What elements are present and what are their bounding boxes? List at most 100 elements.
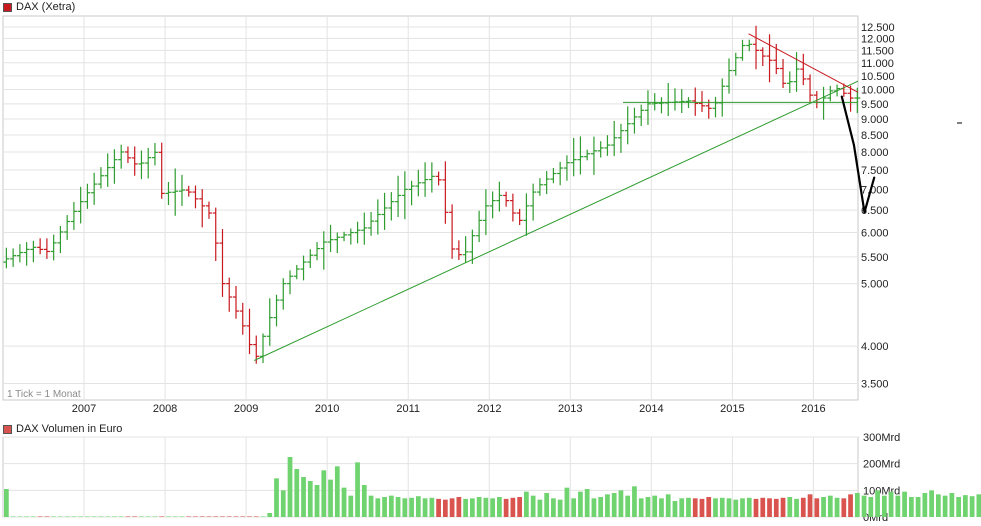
volume-bar — [206, 516, 212, 517]
ohlc-bar — [651, 93, 658, 111]
ohlc-bar — [462, 236, 469, 263]
ohlc-bar — [698, 91, 705, 112]
volume-bar — [112, 516, 117, 517]
volume-bar — [314, 485, 320, 517]
volume-bar — [361, 485, 367, 517]
price-y-tick-label: 7.500 — [861, 165, 889, 177]
price-legend: DAX (Xetra) — [3, 1, 75, 13]
volume-bar — [145, 516, 151, 517]
resistance-trendline — [748, 33, 859, 93]
volume-bar — [172, 516, 178, 517]
ohlc-bar — [509, 193, 516, 222]
ohlc-bar — [692, 87, 699, 116]
volume-bar — [740, 498, 745, 517]
ohlc-bar — [604, 135, 611, 156]
ohlc-bar — [84, 183, 91, 209]
volume-bar — [584, 489, 590, 517]
volume-bar — [85, 516, 90, 517]
volume-y-tick-label: 200Mrd — [863, 459, 900, 471]
volume-bar — [841, 498, 847, 517]
ohlc-bar — [10, 248, 17, 267]
volume-bar — [908, 497, 914, 517]
volume-bar — [449, 498, 455, 517]
ohlc-bar — [293, 264, 300, 280]
volume-bar — [544, 493, 550, 517]
ohlc-bar — [307, 249, 314, 268]
ohlc-bar — [469, 229, 476, 264]
ohlc-bar — [449, 204, 456, 259]
volume-bar — [125, 516, 131, 517]
volume-bar — [794, 498, 799, 517]
ohlc-bar — [118, 144, 125, 169]
volume-bar — [220, 516, 225, 517]
ohlc-bar — [624, 106, 631, 145]
volume-bar — [51, 516, 57, 517]
price-y-tick-label: 5.000 — [861, 279, 889, 291]
volume-bar — [787, 497, 793, 517]
volume-bar — [665, 494, 671, 517]
ohlc-bar — [739, 39, 746, 61]
ohlc-bar — [334, 232, 341, 254]
ohlc-bar — [428, 162, 435, 193]
volume-bar — [368, 495, 374, 517]
volume-bar — [767, 498, 772, 517]
ohlc-bar — [124, 146, 131, 164]
ohlc-bar — [726, 58, 733, 94]
ohlc-bar — [644, 90, 651, 125]
x-tick-label: 2011 — [396, 403, 420, 415]
x-tick-label: 2014 — [639, 403, 663, 415]
ohlc-bar — [516, 208, 523, 226]
price-y-tick-label: 9.000 — [861, 114, 889, 126]
ohlc-bar — [30, 240, 37, 263]
volume-bar — [868, 497, 874, 517]
volume-bar — [895, 495, 901, 517]
volume-bar — [409, 497, 414, 517]
volume-bar — [301, 477, 306, 517]
volume-bar — [517, 497, 523, 517]
volume-bar — [652, 495, 658, 517]
volume-bar — [510, 497, 516, 517]
hand-drawn-forecast — [840, 95, 876, 214]
volume-bar — [848, 494, 853, 517]
x-tick-label: 2016 — [801, 403, 825, 415]
ohlc-bar — [523, 193, 530, 236]
volume-bar — [382, 497, 387, 517]
ohlc-bar — [401, 171, 408, 220]
price-y-tick-label: 12.500 — [861, 22, 895, 34]
volume-bar — [490, 498, 495, 517]
price-y-tick-label: 11.000 — [861, 58, 894, 70]
ohlc-bar — [57, 226, 64, 254]
ohlc-bar — [16, 244, 23, 263]
ohlc-bar — [145, 147, 152, 179]
volume-bar — [564, 487, 570, 517]
ohlc-bar — [557, 161, 564, 186]
volume-bar — [71, 516, 77, 517]
volume-bar — [483, 497, 489, 517]
ohlc-bar — [530, 183, 537, 221]
volume-bar — [260, 516, 266, 517]
ohlc-bar — [577, 136, 584, 175]
price-y-tick-label: 12.000 — [861, 33, 895, 45]
volume-bar — [139, 516, 144, 517]
volume-bar — [348, 495, 354, 517]
ohlc-bar — [232, 285, 239, 319]
ohlc-bar — [158, 142, 165, 199]
price-y-tick-label: 6.500 — [861, 205, 889, 217]
ohlc-bar — [590, 136, 597, 175]
volume-bar — [618, 490, 624, 517]
volume-bar — [881, 495, 887, 517]
volume-bar — [476, 497, 482, 517]
volume-bar — [969, 496, 975, 517]
ohlc-bar — [23, 242, 30, 266]
volume-bar — [929, 490, 934, 517]
volume-bar — [98, 516, 104, 517]
ohlc-bar — [287, 270, 294, 295]
ohlc-bar — [178, 174, 185, 206]
ohlc-bar — [455, 240, 462, 260]
volume-bar — [307, 481, 313, 517]
volume-bar — [415, 496, 421, 517]
volume-bar — [503, 498, 509, 517]
volume-bar — [10, 516, 16, 517]
ohlc-bar — [476, 210, 483, 243]
price-y-tick-label: 9.500 — [861, 99, 889, 111]
